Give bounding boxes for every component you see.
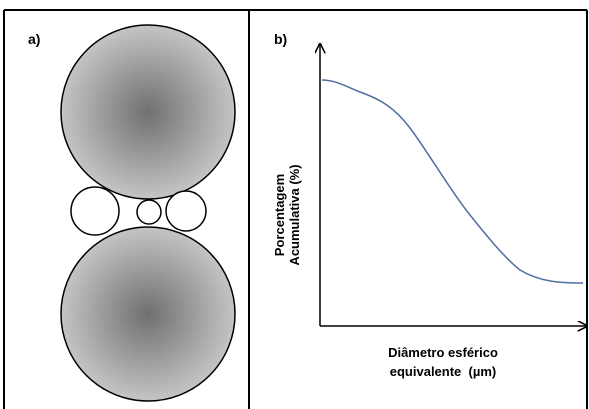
large-particle	[60, 24, 236, 200]
x-axis-label-line: Diâmetro esférico	[388, 345, 498, 360]
y-axis-label: Porcentagem Acumulativa (%)	[272, 164, 302, 265]
cumulative-curve	[321, 79, 584, 284]
small-particle	[70, 186, 120, 236]
panel-label: b)	[274, 31, 287, 47]
panel-label: a)	[28, 31, 40, 47]
y-axis-label-line: Porcentagem	[272, 174, 287, 256]
y-axis-label-line: Acumulativa (%)	[287, 164, 302, 265]
small-particle	[165, 190, 207, 232]
large-particle	[60, 226, 236, 402]
small-particle	[136, 199, 162, 225]
particles	[60, 24, 236, 402]
frame	[3, 9, 588, 409]
x-axis-label-line: equivalente (µm)	[390, 364, 496, 379]
